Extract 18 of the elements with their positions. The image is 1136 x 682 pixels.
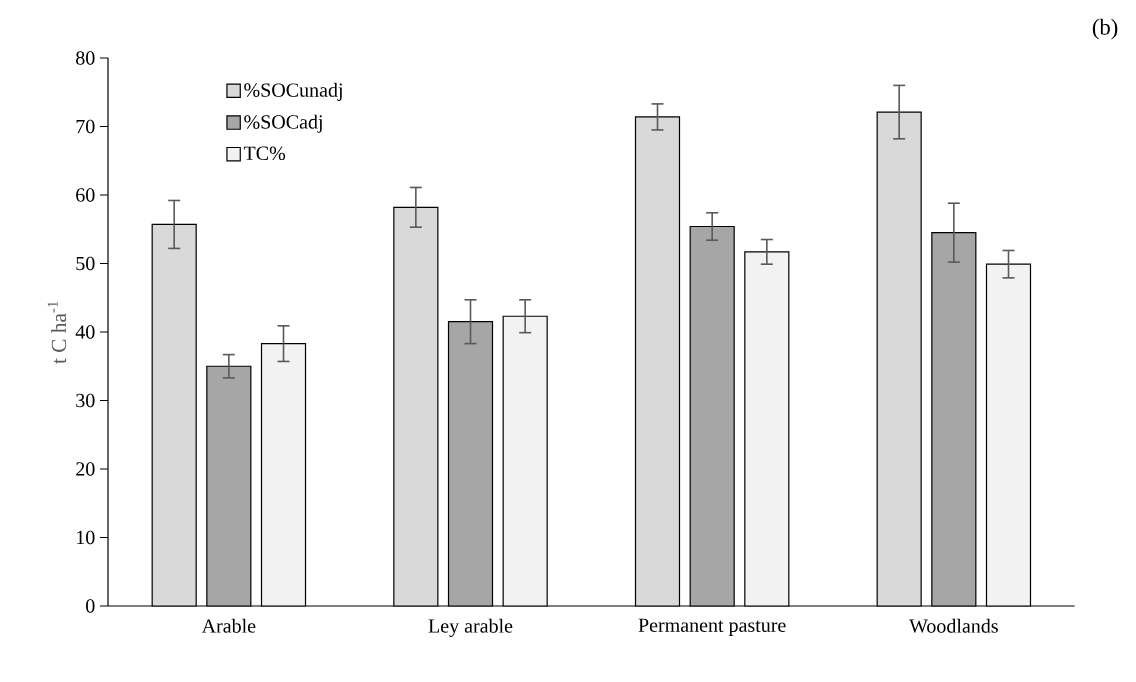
legend-label: %SOCadj [244,114,322,133]
x-tick-label: Permanent pasture [638,618,786,637]
y-tick-label: 20 [76,462,95,476]
text: (b) [1092,18,1118,40]
y-tick-label: 50 [76,256,95,271]
x-tick-label: Ley arable [428,618,513,637]
y-tick-label: 40 [75,325,95,339]
x-tick-label: Woodlands [909,618,998,633]
y-tick-label: 0 [86,599,95,613]
legend-label: TC% [243,146,286,161]
y-tick-label: 60 [76,188,95,202]
y-tick-label: 70 [76,119,95,134]
y-tick-label: 30 [76,393,95,408]
y-tick-label: 80 [76,51,95,65]
legend-label: %SOCunadj [244,82,342,101]
y-tick-label: 10 [77,530,95,545]
y-axis-title: t C ha$^{-1}$ [47,301,67,364]
x-tick-label: Arable [201,618,256,633]
